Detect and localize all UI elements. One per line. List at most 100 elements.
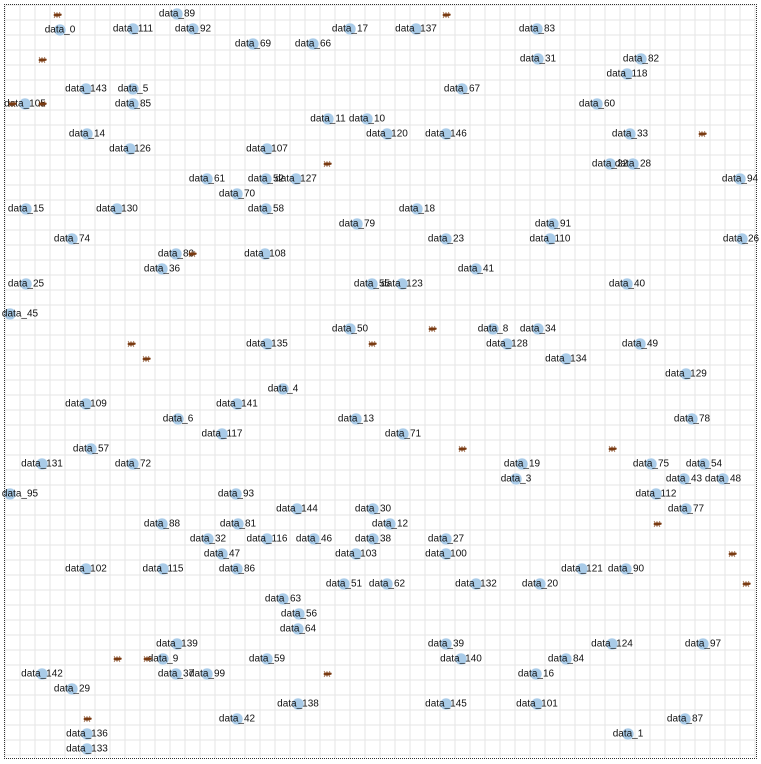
node-label: data_124 [591,639,633,650]
node-label: data_34 [520,324,557,335]
node-circle [559,352,573,366]
node-label: data_132 [455,579,497,590]
node-label: data_134 [545,354,587,365]
node-data-140: data_140 [440,652,482,666]
ant-icon [458,445,467,453]
node-circle [515,457,529,471]
node-label: data_27 [428,534,465,545]
node-circle [260,652,274,666]
node-data-94: data_94 [722,172,759,186]
node-label: data_115 [143,564,184,575]
node-label: data_55 [354,279,391,290]
node-data-0: data_0 [45,23,76,37]
node-circle [229,487,243,501]
node-circle [439,697,453,711]
ant-icon [728,550,737,558]
node-label: data_28 [615,159,652,170]
node-data-118: data_118 [607,67,648,81]
node-label: data_72 [115,459,152,470]
node-label: data_3 [501,474,532,485]
node-circle [633,337,647,351]
node-label: data_123 [381,279,423,290]
node-circle [649,487,663,501]
node-label: data_45 [2,309,39,320]
node-data-14: data_14 [69,127,106,141]
node-data-5: data_5 [118,82,149,96]
node-circle [543,232,557,246]
node-label: data_12 [372,519,409,530]
node-label: data_19 [504,459,541,470]
ant-icon [428,325,437,333]
node-circle [696,637,710,651]
node-label: data_118 [607,69,648,80]
node-circle [123,142,137,156]
node-circle [79,82,93,96]
node-data-59: data_59 [249,652,286,666]
node-data-81: data_81 [220,517,257,531]
node-label: data_52 [248,174,285,185]
node-circle [678,712,692,726]
node-circle [306,37,320,51]
node-data-54: data_54 [686,457,723,471]
node-data-32: data_32 [190,532,227,546]
node-data-78: data_78 [674,412,711,426]
node-data-18: data_18 [399,202,436,216]
node-data-12: data_12 [372,517,409,531]
node-data-72: data_72 [115,457,152,471]
node-label: data_33 [612,129,649,140]
ant-icon [442,11,451,19]
node-label: data_74 [54,234,91,245]
node-data-99: data_99 [189,667,226,681]
node-data-3: data_3 [501,472,532,486]
node-label: data_9 [148,654,179,665]
node-data-39: data_39 [428,637,465,651]
node-label: data_48 [705,474,742,485]
ant-icon [368,340,377,348]
node-label: data_57 [73,444,110,455]
node-circle [230,397,244,411]
node-label: data_138 [277,699,319,710]
canvas-border [4,4,757,759]
node-label: data_79 [339,219,376,230]
node-circle [80,727,94,741]
node-label: data_23 [428,234,465,245]
ant-icon [38,100,47,108]
ant-icon [142,355,151,363]
node-data-6: data_6 [163,412,194,426]
node-circle [735,232,749,246]
node-data-19: data_19 [504,457,541,471]
node-circle [439,232,453,246]
node-data-66: data_66 [295,37,332,51]
node-circle [533,577,547,591]
node-label: data_94 [722,174,759,185]
node-data-58: data_58 [248,202,285,216]
node-label: data_15 [8,204,45,215]
node-label: data_139 [156,639,198,650]
node-data-127: data_127 [275,172,317,186]
node-data-77: data_77 [668,502,705,516]
node-label: data_71 [385,429,422,440]
node-circle [18,97,32,111]
node-data-46: data_46 [296,532,333,546]
node-data-90: data_90 [608,562,645,576]
node-circle [623,127,637,141]
node-label: data_31 [520,54,557,65]
node-label: data_14 [69,129,106,140]
node-data-112: data_112 [636,487,677,501]
node-data-20: data_20 [522,577,559,591]
node-data-146: data_146 [425,127,467,141]
node-label: data_137 [395,24,437,35]
node-label: data_78 [674,414,711,425]
node-circle [215,547,229,561]
node-circle [170,7,184,21]
node-circle [110,202,124,216]
node-circle [215,427,229,441]
node-circle [439,532,453,546]
node-data-126: data_126 [109,142,151,156]
node-label: data_8 [478,324,509,335]
ant-icon [608,445,617,453]
node-data-62: data_62 [369,577,406,591]
node-label: data_41 [458,264,495,275]
node-circle [291,622,305,636]
node-circle [679,367,693,381]
